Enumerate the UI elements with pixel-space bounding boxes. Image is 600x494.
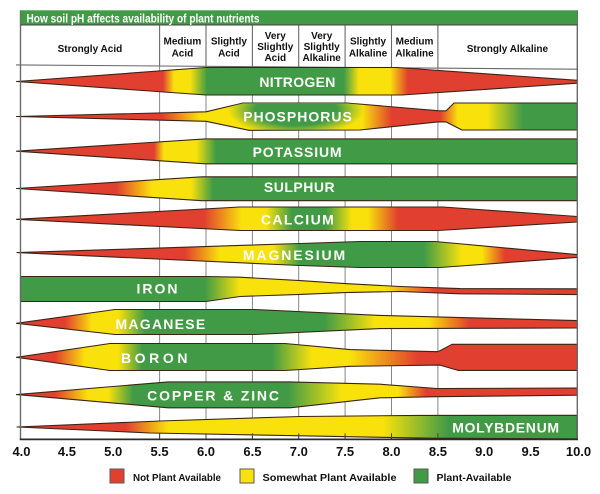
svg-text:4.5: 4.5: [58, 444, 76, 459]
svg-text:BORON: BORON: [121, 350, 191, 366]
svg-text:CALCIUM: CALCIUM: [261, 212, 335, 228]
svg-text:8.5: 8.5: [429, 444, 447, 459]
svg-text:9.5: 9.5: [522, 444, 540, 459]
svg-text:8.0: 8.0: [382, 444, 400, 459]
svg-text:6.5: 6.5: [243, 444, 261, 459]
svg-text:MAGNESIUM: MAGNESIUM: [243, 247, 347, 263]
svg-text:Acid: Acid: [264, 53, 286, 64]
svg-text:7.0: 7.0: [290, 444, 308, 459]
svg-text:4.0: 4.0: [12, 444, 30, 459]
svg-text:Alkaline: Alkaline: [303, 53, 342, 64]
svg-text:NITROGEN: NITROGEN: [259, 74, 335, 90]
svg-text:Medium: Medium: [396, 36, 434, 47]
svg-text:Acid: Acid: [218, 49, 240, 60]
svg-text:PHOSPHORUS: PHOSPHORUS: [243, 109, 353, 125]
svg-text:Strongly Acid: Strongly Acid: [58, 44, 123, 55]
svg-text:10.0: 10.0: [566, 444, 591, 459]
svg-text:Alkaline: Alkaline: [349, 49, 388, 60]
svg-text:How soil pH affects availabili: How soil pH affects availability of plan…: [27, 11, 260, 25]
svg-text:6.0: 6.0: [197, 444, 215, 459]
svg-text:7.5: 7.5: [336, 444, 354, 459]
svg-text:Plant-Available: Plant-Available: [437, 472, 512, 484]
svg-text:Strongly Alkaline: Strongly Alkaline: [467, 44, 549, 55]
svg-text:Medium: Medium: [164, 36, 202, 47]
svg-text:Somewhat Plant Available: Somewhat Plant Available: [263, 472, 397, 484]
svg-text:MAGANESE: MAGANESE: [116, 316, 207, 332]
svg-text:Slightly: Slightly: [211, 36, 248, 47]
svg-text:Very: Very: [265, 31, 287, 42]
svg-text:Slightly: Slightly: [350, 36, 387, 47]
svg-text:Slightly: Slightly: [257, 42, 294, 53]
svg-text:SULPHUR: SULPHUR: [264, 179, 335, 195]
svg-text:MOLYBDENUM: MOLYBDENUM: [452, 420, 560, 436]
svg-text:Slightly: Slightly: [304, 42, 341, 53]
svg-text:Not Plant Available: Not Plant Available: [133, 472, 221, 484]
svg-text:COPPER & ZINC: COPPER & ZINC: [147, 388, 281, 404]
svg-text:Alkaline: Alkaline: [395, 49, 434, 60]
svg-text:9.0: 9.0: [475, 444, 493, 459]
svg-text:POTASSIUM: POTASSIUM: [253, 144, 343, 160]
svg-text:Very: Very: [311, 31, 333, 42]
svg-text:Acid: Acid: [172, 49, 194, 60]
svg-text:5.0: 5.0: [104, 444, 122, 459]
svg-text:IRON: IRON: [137, 281, 180, 297]
svg-text:5.5: 5.5: [151, 444, 169, 459]
